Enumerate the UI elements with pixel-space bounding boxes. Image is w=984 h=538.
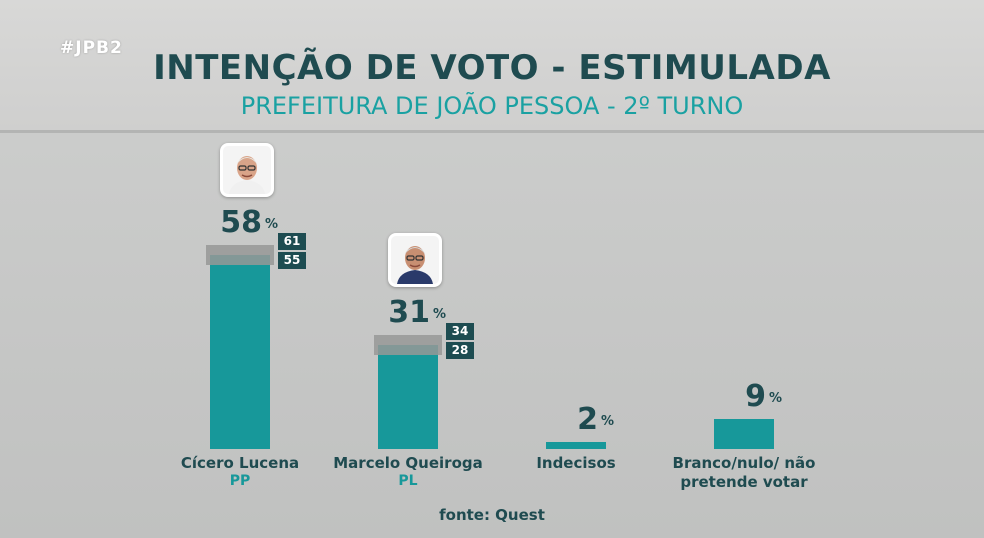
bar-2 — [546, 442, 606, 449]
percent-sign-3: % — [769, 390, 783, 406]
category-label-1: Marcelo Queiroga — [333, 454, 483, 472]
lower-bound-0: 55 — [278, 251, 306, 269]
chart-subtitle: PREFEITURA DE JOÃO PESSOA - 2º TURNO — [240, 92, 744, 120]
person-photo — [220, 142, 274, 197]
bar-0 — [210, 254, 270, 449]
party-label-1: PL — [398, 473, 418, 489]
category-label-3: Branco/nulo/ não pretende votar — [672, 454, 816, 491]
value-label-2: 2 — [577, 402, 598, 438]
source-note: fonte: Quest — [439, 506, 545, 524]
category-label-0: Cícero Lucena — [180, 454, 300, 472]
header-band — [0, 0, 984, 130]
value-label-3: 9 — [745, 378, 766, 414]
bar-1 — [378, 345, 438, 449]
channel-tag: #JPB2 — [60, 38, 123, 58]
upper-bound-0: 61 — [278, 232, 306, 250]
value-label-0: 58 — [220, 204, 262, 240]
confidence-band-0 — [206, 244, 274, 265]
header-divider — [0, 130, 984, 133]
party-label-0: PP — [229, 473, 251, 489]
percent-sign-0: % — [265, 216, 279, 232]
category-label-2: Indecisos — [536, 454, 616, 472]
person-icon — [391, 236, 439, 285]
value-label-1: 31 — [388, 295, 430, 331]
lower-bound-1: 28 — [446, 342, 474, 360]
upper-bound-1: 34 — [446, 323, 474, 341]
person-icon — [223, 145, 271, 194]
bar-3 — [714, 418, 774, 449]
percent-sign-2: % — [601, 414, 615, 430]
person-photo — [388, 233, 442, 288]
percent-sign-1: % — [433, 307, 447, 323]
chart-title: INTENÇÃO DE VOTO - ESTIMULADA — [153, 48, 831, 88]
confidence-band-1 — [374, 335, 442, 356]
